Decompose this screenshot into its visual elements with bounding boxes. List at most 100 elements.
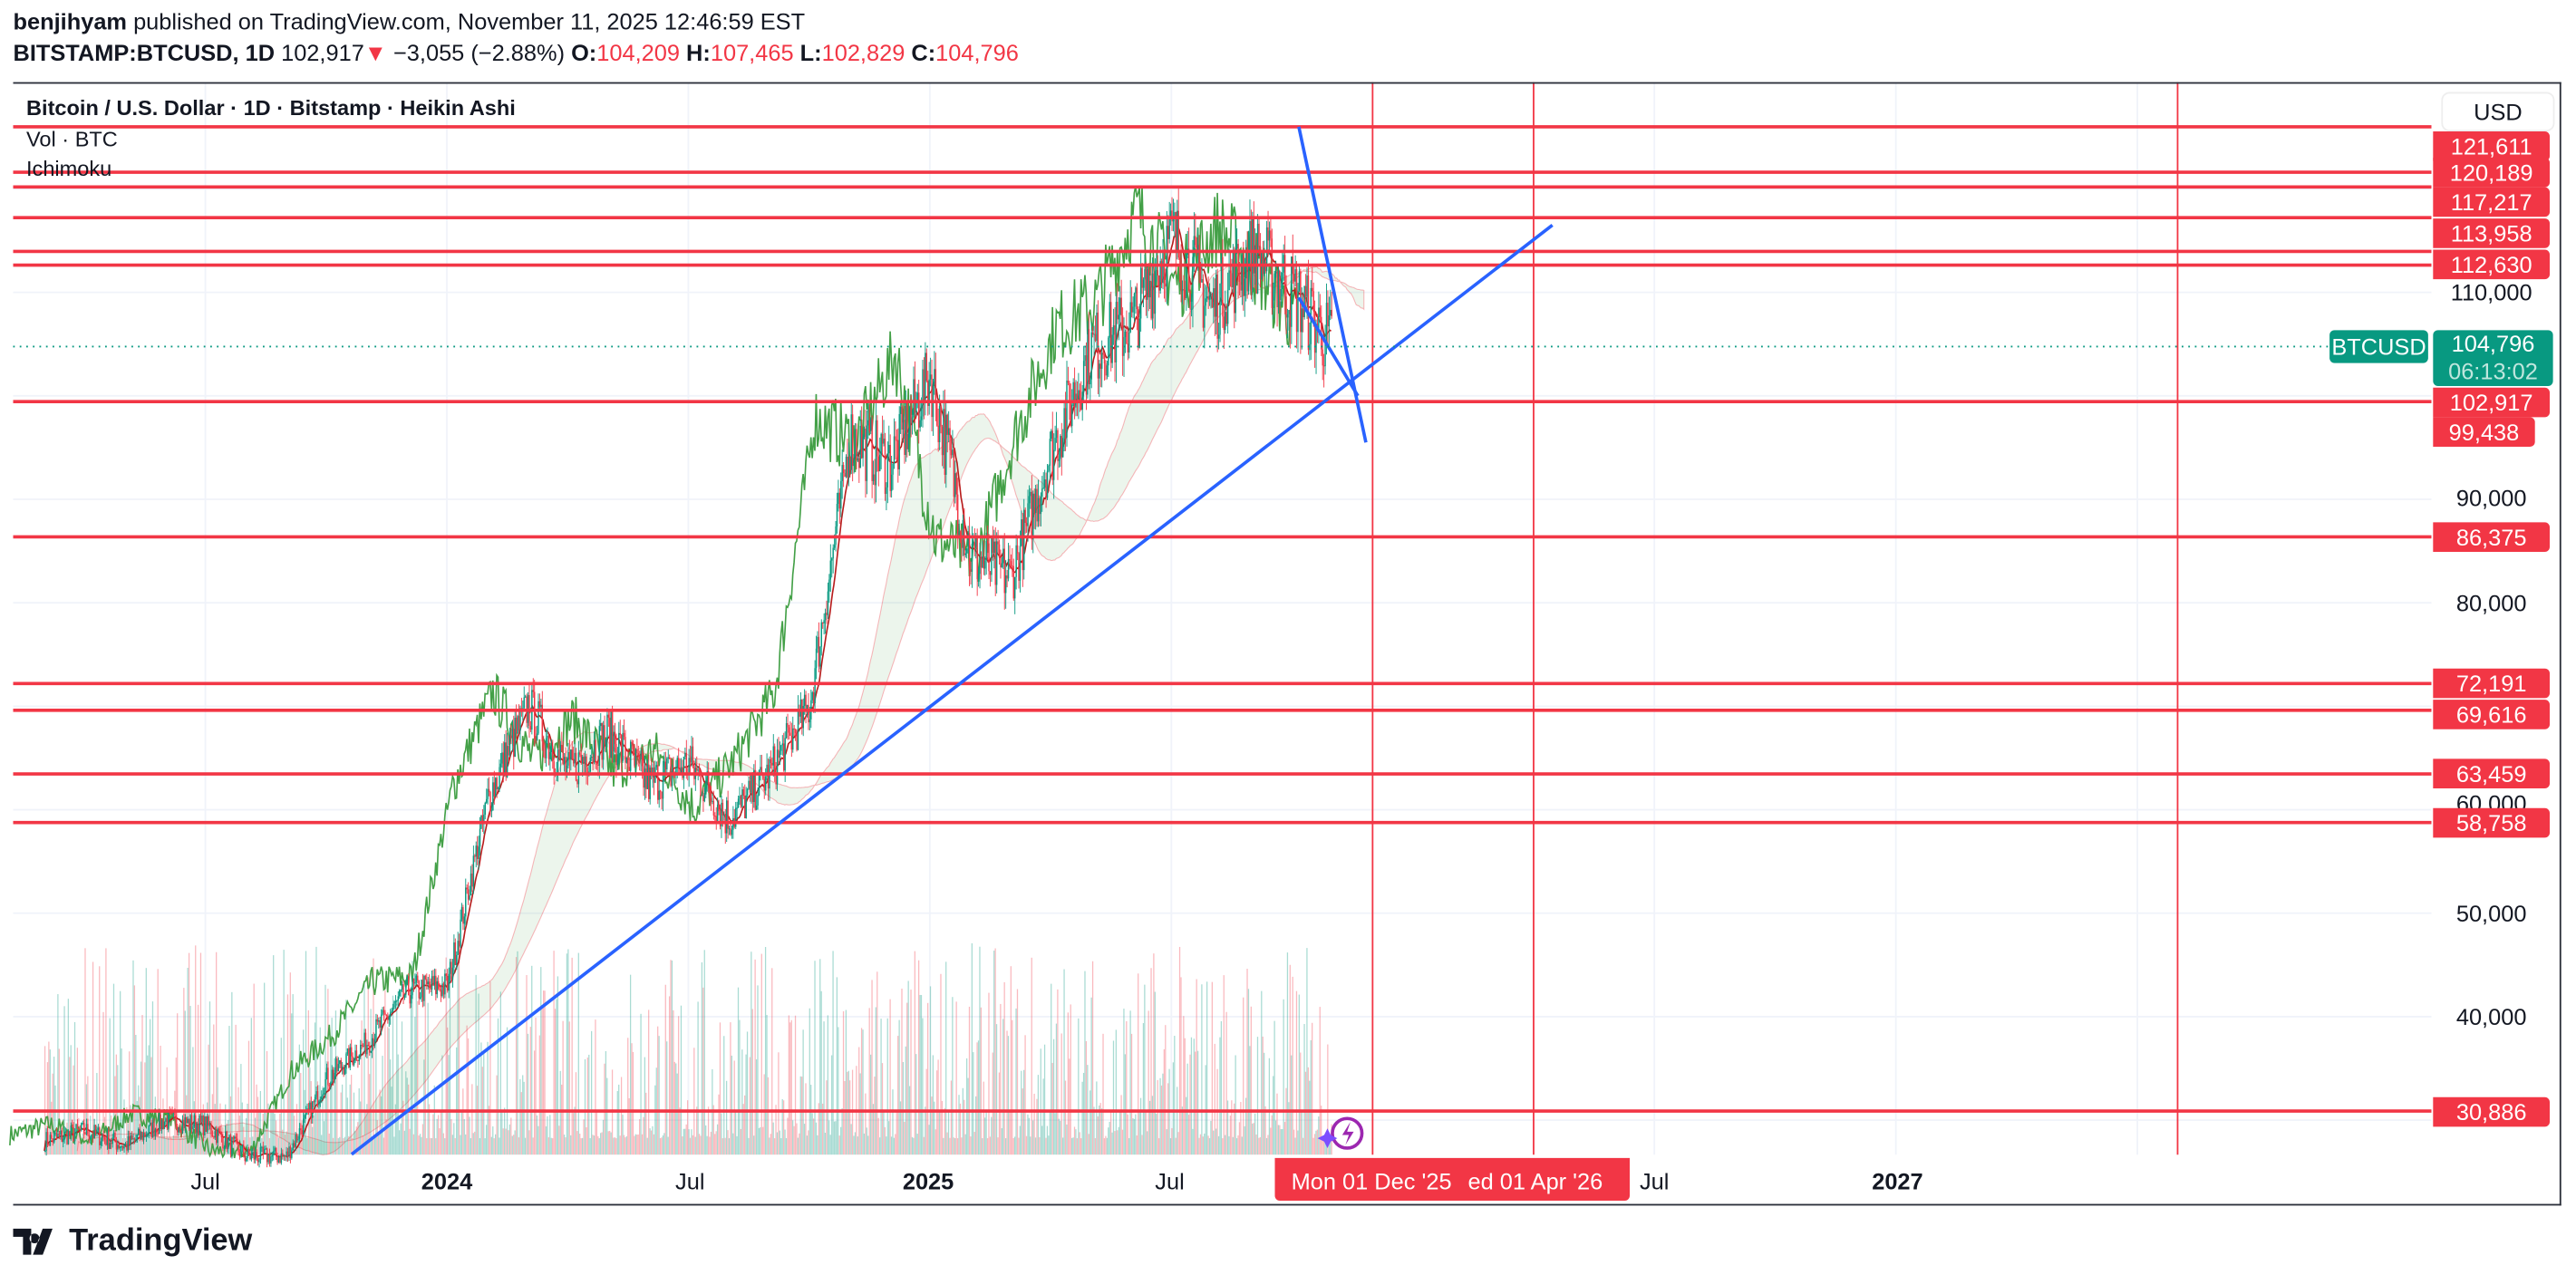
volume-bar xyxy=(654,1085,656,1155)
candle xyxy=(1206,296,1208,299)
volume-bar xyxy=(489,981,491,1155)
volume-bar xyxy=(1279,1125,1281,1155)
candle xyxy=(773,746,776,774)
candle xyxy=(506,746,508,778)
candle xyxy=(676,758,678,768)
volume-bar xyxy=(1300,1052,1302,1155)
volume-bar xyxy=(907,980,909,1155)
candle xyxy=(567,751,569,766)
candle xyxy=(1270,230,1272,239)
volume-bar xyxy=(718,1094,720,1155)
candle xyxy=(388,1016,390,1020)
tradingview-logo[interactable]: TradingView xyxy=(13,1223,252,1260)
candle xyxy=(884,439,886,494)
volume-bar xyxy=(92,961,94,1155)
candle xyxy=(1126,331,1128,344)
candle xyxy=(142,1132,145,1141)
candle xyxy=(576,780,578,785)
candle xyxy=(1124,331,1127,337)
candle xyxy=(150,1122,152,1137)
volume-bar xyxy=(842,1011,845,1155)
volume-bar xyxy=(671,960,673,1155)
candle xyxy=(1002,548,1004,564)
volume-bar xyxy=(322,1086,324,1155)
volume-bar xyxy=(1235,1138,1238,1155)
candle xyxy=(897,439,899,469)
legend-ichimoku[interactable]: Ichimoku xyxy=(26,156,112,181)
volume-bar xyxy=(1121,1129,1124,1155)
candle xyxy=(945,414,947,475)
volume-bar xyxy=(749,1057,751,1155)
volume-bar xyxy=(282,1129,284,1155)
volume-bar xyxy=(541,1008,543,1155)
volume-bar xyxy=(53,1057,55,1155)
volume-bar xyxy=(154,1096,156,1155)
candle xyxy=(677,758,680,768)
candle xyxy=(741,789,743,807)
volume-bar xyxy=(240,1064,242,1155)
volume-bar xyxy=(1274,1120,1277,1155)
volume-bar xyxy=(1096,1081,1098,1155)
volume-bar xyxy=(862,1029,864,1155)
candle xyxy=(397,996,400,1001)
author[interactable]: benjihyam xyxy=(13,8,128,35)
candle xyxy=(1045,479,1047,498)
volume-bar xyxy=(867,1135,869,1155)
candle xyxy=(384,1012,386,1015)
candle xyxy=(919,420,921,428)
volume-bar xyxy=(872,1104,875,1155)
candle xyxy=(210,1124,212,1135)
down-arrow-icon: ▼ xyxy=(363,39,387,66)
volume-bar xyxy=(178,1134,179,1155)
volume-bar xyxy=(1298,994,1300,1155)
volume-bar xyxy=(543,990,545,1155)
candle xyxy=(70,1125,73,1135)
volume-bar xyxy=(649,1128,651,1155)
candle xyxy=(523,697,525,709)
volume-bar xyxy=(610,1132,612,1155)
candle xyxy=(783,743,785,771)
volume-bar xyxy=(753,1135,755,1155)
volume-bar xyxy=(1081,1081,1083,1155)
candle xyxy=(319,1099,322,1101)
candle xyxy=(1109,302,1111,338)
candle xyxy=(1306,275,1308,297)
low-label: L: xyxy=(799,39,822,66)
candle xyxy=(195,1115,197,1133)
volume-bar xyxy=(650,1130,653,1155)
candle xyxy=(1157,270,1159,275)
candle xyxy=(433,975,436,986)
candle xyxy=(970,569,972,572)
volume-bar xyxy=(615,1138,617,1155)
candle xyxy=(898,413,900,469)
candle xyxy=(1007,558,1010,579)
volume-bar xyxy=(836,977,838,1155)
volume-bar xyxy=(133,985,136,1155)
volume-bar xyxy=(998,1072,1001,1155)
candle xyxy=(1022,519,1024,571)
candle xyxy=(202,1116,205,1135)
volume-bar xyxy=(144,1062,146,1155)
candle xyxy=(442,983,445,995)
volume-bar xyxy=(833,1121,836,1155)
volume-bar xyxy=(1142,1023,1145,1155)
volume-bar xyxy=(1306,948,1308,1155)
volume-bar xyxy=(675,1063,677,1155)
volume-bar xyxy=(375,1026,377,1155)
candle xyxy=(1298,271,1301,291)
candle xyxy=(257,1157,259,1163)
candle xyxy=(409,995,411,1004)
volume-bar xyxy=(902,1062,905,1155)
flash-icon-bolt xyxy=(1341,1121,1354,1145)
candle xyxy=(1232,251,1235,288)
candle xyxy=(721,802,724,816)
candle xyxy=(988,543,990,572)
legend-volume[interactable]: Vol · BTC xyxy=(26,126,118,151)
candle xyxy=(1286,314,1289,318)
legend-title: Bitcoin / U.S. Dollar · 1D · Bitstamp · … xyxy=(26,95,516,121)
candle xyxy=(661,791,663,799)
volume-bar xyxy=(324,984,326,1155)
currency-button[interactable]: USD xyxy=(2441,92,2555,131)
candle xyxy=(305,1110,307,1116)
